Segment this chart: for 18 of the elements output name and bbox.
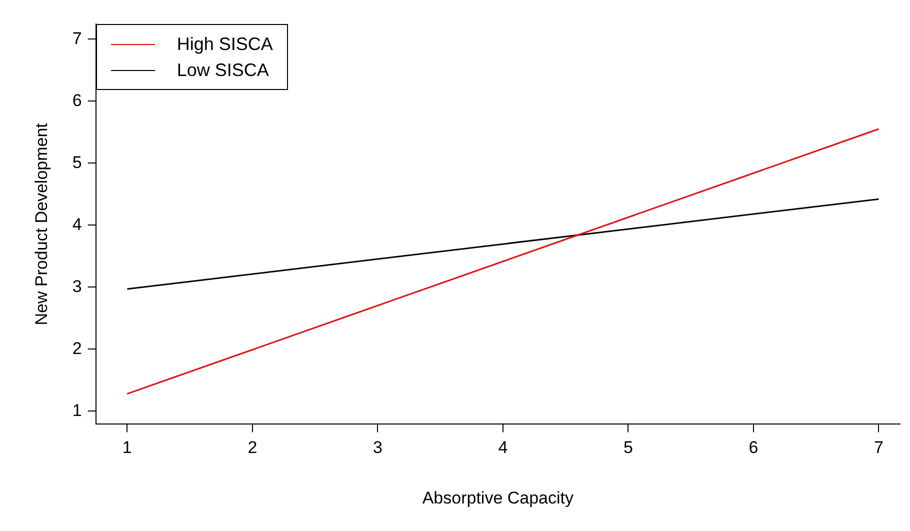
y-tick-label: 5 bbox=[72, 152, 82, 172]
x-tick-label: 5 bbox=[623, 438, 633, 458]
y-tick-label: 4 bbox=[72, 214, 82, 234]
x-tick-label: 2 bbox=[248, 438, 258, 458]
legend-label: Low SISCA bbox=[176, 59, 269, 82]
legend-label: High SISCA bbox=[176, 33, 273, 56]
x-tick-label: 6 bbox=[748, 438, 758, 458]
y-tick-label: 3 bbox=[72, 276, 82, 296]
y-tick-label: 1 bbox=[72, 400, 82, 420]
x-tick-label: 1 bbox=[122, 438, 132, 458]
y-tick-label: 6 bbox=[72, 90, 82, 110]
y-tick-label: 2 bbox=[72, 338, 82, 358]
y-axis-title: New Product Development bbox=[32, 122, 51, 326]
x-tick-label: 4 bbox=[498, 438, 508, 458]
x-tick-label: 7 bbox=[874, 438, 884, 458]
y-tick-label: 7 bbox=[72, 28, 82, 48]
x-axis-title: Absorptive Capacity bbox=[422, 488, 574, 508]
x-tick-label: 3 bbox=[372, 438, 382, 458]
